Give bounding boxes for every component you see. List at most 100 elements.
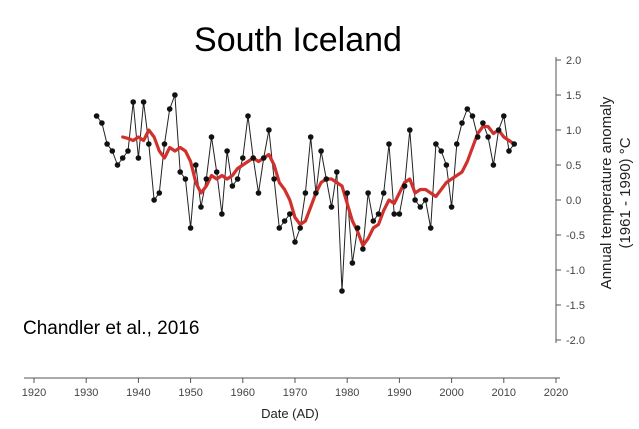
annual-data-point <box>302 190 309 196</box>
annual-data-point <box>412 197 418 203</box>
plot-area <box>93 92 517 294</box>
annual-data-point <box>464 106 471 112</box>
annual-data-point <box>182 176 189 182</box>
annual-data-point <box>469 113 476 119</box>
annual-data-point <box>344 190 351 196</box>
source-annotation: Chandler et al., 2016 <box>23 318 199 339</box>
annual-data-point <box>339 288 345 294</box>
annual-data-point <box>271 176 277 182</box>
annual-data-point <box>203 176 210 182</box>
annual-data-point <box>151 197 157 203</box>
annual-data-point <box>391 211 398 217</box>
annual-data-point <box>354 225 361 231</box>
annual-data-point <box>140 99 147 105</box>
annual-data-point <box>349 260 356 266</box>
x-tick-label: 1920 <box>22 387 46 399</box>
annual-data-point <box>266 127 272 133</box>
annual-data-point <box>433 141 439 147</box>
annual-data-point <box>229 183 236 189</box>
x-tick-label: 2000 <box>439 387 463 399</box>
annual-data-point <box>490 162 497 168</box>
annual-data-point <box>208 134 215 140</box>
y-tick-label: 0.5 <box>566 160 581 172</box>
annual-data-point <box>213 169 220 175</box>
annual-data-point <box>125 148 131 154</box>
annual-data-point <box>114 162 121 168</box>
y-tick-label: -0.5 <box>566 230 585 242</box>
annual-data-point <box>318 148 324 154</box>
running-mean-line <box>121 124 516 248</box>
x-tick-label: 2010 <box>492 387 516 399</box>
annual-data-point <box>172 92 178 98</box>
annual-data-point <box>146 141 152 147</box>
annual-data-point <box>297 225 304 231</box>
y-tick-label: -1.0 <box>566 265 585 277</box>
annual-data-point <box>219 211 225 217</box>
annual-data-point <box>485 134 491 140</box>
chart-title: South Iceland <box>194 21 402 59</box>
annual-data-point <box>360 246 366 252</box>
x-tick-label: 2020 <box>544 387 568 399</box>
y-tick-label: 0.0 <box>566 195 581 207</box>
annual-data-point <box>224 148 230 154</box>
y-axis-label-line2: (1961 - 1990) °C <box>617 137 634 248</box>
annual-data-point <box>130 99 136 105</box>
axes: 1920 1930 1940 1950 1960 1970 1980 1990 2000 2010… <box>22 55 585 399</box>
annual-data-point <box>245 113 251 119</box>
y-axis-label: Annual temperature anomaly (1961 - 1990)… <box>598 96 634 289</box>
annual-data-point <box>365 190 371 196</box>
annual-data-point <box>328 204 335 210</box>
x-tick-label: 1930 <box>74 387 98 399</box>
annual-data-point <box>313 190 319 196</box>
x-tick-label: 1980 <box>335 387 359 399</box>
annual-data-point <box>495 127 502 133</box>
annual-data-point <box>427 225 434 231</box>
annual-data-point <box>480 120 486 126</box>
annual-data-point <box>260 155 267 161</box>
annual-data-point <box>287 211 293 217</box>
annual-data-point <box>281 218 288 224</box>
annual-data-point <box>240 155 246 161</box>
x-tick-label: 1970 <box>283 387 307 399</box>
annual-data-point <box>198 204 204 210</box>
y-tick-label: 1.0 <box>566 125 581 137</box>
annual-data-point <box>177 169 183 175</box>
y-tick-label: 2.0 <box>566 55 581 67</box>
annual-data-point <box>438 148 445 154</box>
annual-data-point <box>401 183 408 189</box>
annual-data-point <box>474 134 481 140</box>
annual-data-point <box>99 120 105 126</box>
annual-data-point <box>119 155 126 161</box>
x-tick-label: 1990 <box>387 387 411 399</box>
annual-data-point <box>511 141 517 147</box>
annual-data-point <box>234 176 241 182</box>
annual-data-point <box>375 211 382 217</box>
annual-data-point <box>407 127 413 133</box>
annual-data-point <box>380 190 387 196</box>
x-axis-label: Date (AD) <box>261 406 319 421</box>
annual-data-point <box>156 190 163 196</box>
annual-data-point <box>307 134 314 140</box>
annual-data-point <box>459 120 465 126</box>
annual-data-point <box>255 190 262 196</box>
annual-data-point <box>396 211 403 217</box>
annual-data-point <box>334 169 340 175</box>
annual-data-point <box>193 162 199 168</box>
x-tick-label: 1940 <box>126 387 150 399</box>
x-tick-label: 1950 <box>178 387 202 399</box>
annual-data-point <box>417 204 424 210</box>
y-tick-label: 1.5 <box>566 90 581 102</box>
annual-data-point <box>506 148 512 154</box>
annual-data-point <box>276 225 283 231</box>
annual-data-point <box>187 225 194 231</box>
annual-data-point <box>370 218 377 224</box>
annual-data-point <box>166 106 173 112</box>
x-tick-label: 1960 <box>231 387 255 399</box>
annual-data-point <box>386 141 392 147</box>
y-tick-label: -2.0 <box>566 335 585 347</box>
annual-data-point <box>135 155 142 161</box>
annual-data-point <box>323 176 330 182</box>
annual-data-point <box>454 141 460 147</box>
annual-data-point <box>93 113 100 119</box>
